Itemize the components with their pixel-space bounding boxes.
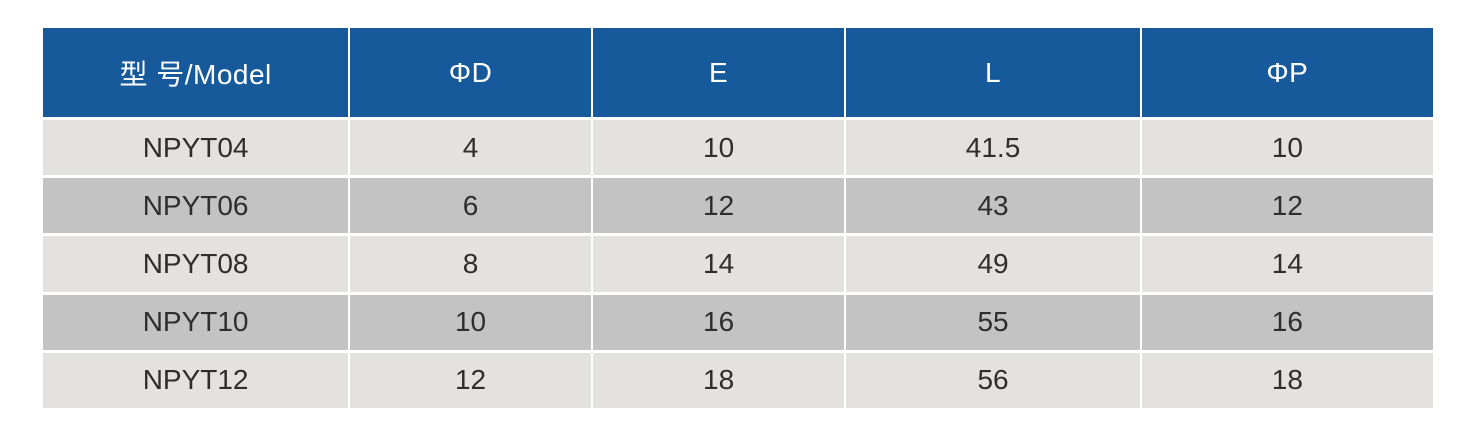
value-cell-l: 49 — [846, 236, 1140, 292]
model-spec-table: 型 号/Model ΦD E L ΦP NPYT04 4 10 41.5 10 NPYT06 6 12 4… — [43, 28, 1433, 408]
model-cell: NPYT12 — [43, 352, 349, 408]
value-cell-phi-d: 12 — [350, 352, 591, 408]
model-cell: NPYT04 — [43, 120, 349, 176]
value-cell-phi-p: 12 — [1141, 178, 1433, 234]
header-cell-model: 型 号/Model — [43, 28, 349, 117]
model-cell: NPYT08 — [43, 236, 349, 292]
value-cell-e: 12 — [592, 178, 845, 234]
header-cell-phi-d: ΦD — [350, 28, 591, 117]
value-cell-l: 55 — [846, 294, 1140, 350]
value-cell-e: 18 — [592, 352, 845, 408]
model-cell: NPYT06 — [43, 178, 349, 234]
value-cell-phi-p: 14 — [1141, 236, 1433, 292]
value-cell-phi-d: 4 — [350, 120, 591, 176]
header-cell-e: E — [592, 28, 845, 117]
header-cell-l: L — [846, 28, 1140, 117]
value-cell-e: 14 — [592, 236, 845, 292]
model-cell: NPYT10 — [43, 294, 349, 350]
value-cell-l: 41.5 — [846, 120, 1140, 176]
value-cell-e: 10 — [592, 120, 845, 176]
value-cell-l: 43 — [846, 178, 1140, 234]
value-cell-phi-d: 8 — [350, 236, 591, 292]
value-cell-phi-d: 10 — [350, 294, 591, 350]
value-cell-phi-p: 10 — [1141, 120, 1433, 176]
value-cell-phi-p: 16 — [1141, 294, 1433, 350]
header-cell-phi-p: ΦP — [1141, 28, 1433, 117]
value-cell-l: 56 — [846, 352, 1140, 408]
value-cell-phi-p: 18 — [1141, 352, 1433, 408]
value-cell-e: 16 — [592, 294, 845, 350]
value-cell-phi-d: 6 — [350, 178, 591, 234]
